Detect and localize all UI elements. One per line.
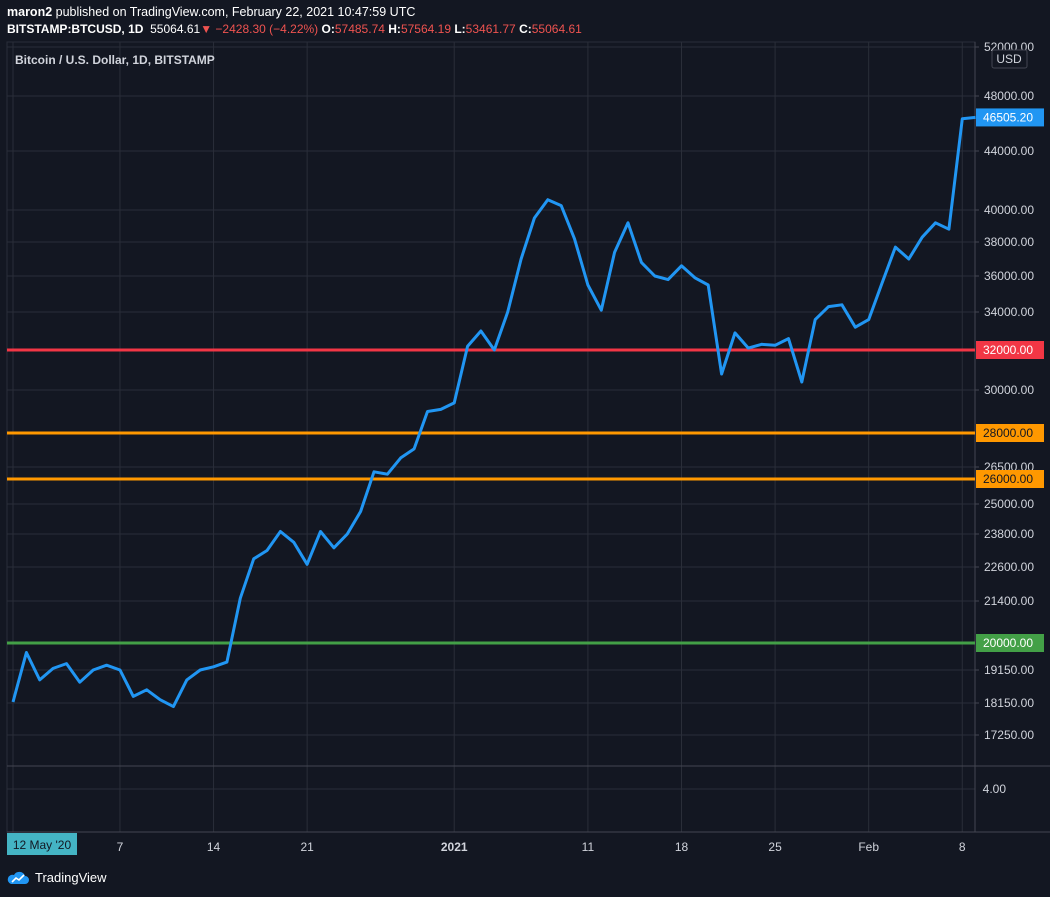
x-tick-label: 11 [582, 840, 595, 854]
tradingview-logo[interactable]: TradingView [6, 870, 107, 885]
x-tick-label: 21 [300, 840, 314, 854]
level-price-label: 20000.00 [983, 636, 1033, 650]
plot-area [6, 41, 976, 833]
x-tick-label: 18 [675, 840, 689, 854]
level-price-tag [976, 341, 1044, 359]
lower-pane-tick-label: 4.00 [983, 782, 1007, 796]
y-tick-label: 36000.00 [984, 269, 1034, 283]
y-tick-label: 19150.00 [984, 663, 1034, 677]
symbol-label: BITSTAMP:BTCUSD, 1D [7, 22, 144, 36]
y-tick-label: 48000.00 [984, 89, 1034, 103]
high-label: H: [388, 22, 401, 36]
y-tick-label: 22600.00 [984, 560, 1034, 574]
down-arrow-icon: ▼ [200, 22, 213, 36]
y-tick-label: 21400.00 [984, 594, 1034, 608]
low-value: 53461.77 [465, 22, 516, 36]
price-series-line[interactable] [11, 115, 976, 709]
y-tick-label: 44000.00 [984, 144, 1034, 158]
level-price-tag [976, 634, 1044, 652]
close-label: C: [519, 22, 532, 36]
high-value: 57564.19 [400, 22, 451, 36]
y-tick-label: 25000.00 [984, 497, 1034, 511]
currency-label: USD [996, 52, 1022, 66]
y-tick-label: 38000.00 [984, 235, 1034, 249]
y-tick-label: 34000.00 [984, 305, 1034, 319]
publish-info: maron2 published on TradingView.com, Feb… [7, 5, 415, 19]
y-tick-label: 17250.00 [984, 728, 1034, 742]
ohlc-line: BITSTAMP:BTCUSD, 1D 55064.61▼ −2428.30 (… [7, 22, 582, 36]
y-tick-label: 18150.00 [984, 696, 1034, 710]
open-value: 57485.74 [334, 22, 385, 36]
chart-title: Bitcoin / U.S. Dollar, 1D, BITSTAMP [15, 53, 215, 67]
x-tick-label: 14 [207, 840, 221, 854]
currency-badge[interactable] [991, 49, 1028, 69]
brand-name: TradingView [35, 870, 107, 885]
level-price-label: 32000.00 [983, 343, 1033, 357]
close-value: 55064.61 [531, 22, 582, 36]
publish-text: published on TradingView.com, February 2… [55, 5, 416, 19]
last-price-tag [976, 108, 1044, 127]
last-price: 55064.61 [150, 22, 201, 36]
level-price-tag [976, 470, 1044, 488]
date-highlight-badge [7, 833, 77, 855]
x-tick-label: 7 [117, 840, 124, 854]
price-change: −2428.30 (−4.22%) [215, 22, 319, 36]
x-tick-label: Feb [858, 840, 879, 854]
y-tick-label: 40000.00 [984, 203, 1034, 217]
x-tick-label: 25 [768, 840, 782, 854]
y-tick-label: 30000.00 [984, 383, 1034, 397]
chart-header: maron2 published on TradingView.com, Feb… [0, 0, 1050, 40]
x-tick-label: 12 May '20 [13, 838, 72, 852]
author-name[interactable]: maron2 [7, 5, 53, 19]
y-tick-label: 23800.00 [984, 527, 1034, 541]
x-tick-label: 2021 [441, 840, 468, 854]
level-price-label: 26000.00 [983, 472, 1033, 486]
open-label: O: [321, 22, 335, 36]
low-label: L: [454, 22, 466, 36]
last-price-label: 46505.20 [983, 110, 1033, 124]
level-price-tag [976, 424, 1044, 442]
cloud-icon [7, 871, 30, 884]
footer: TradingView [0, 862, 1050, 897]
x-tick-label: 8 [959, 840, 966, 854]
price-chart[interactable]: 52000.0048000.0044000.0040000.0038000.00… [0, 0, 1050, 862]
level-price-label: 28000.00 [983, 426, 1033, 440]
